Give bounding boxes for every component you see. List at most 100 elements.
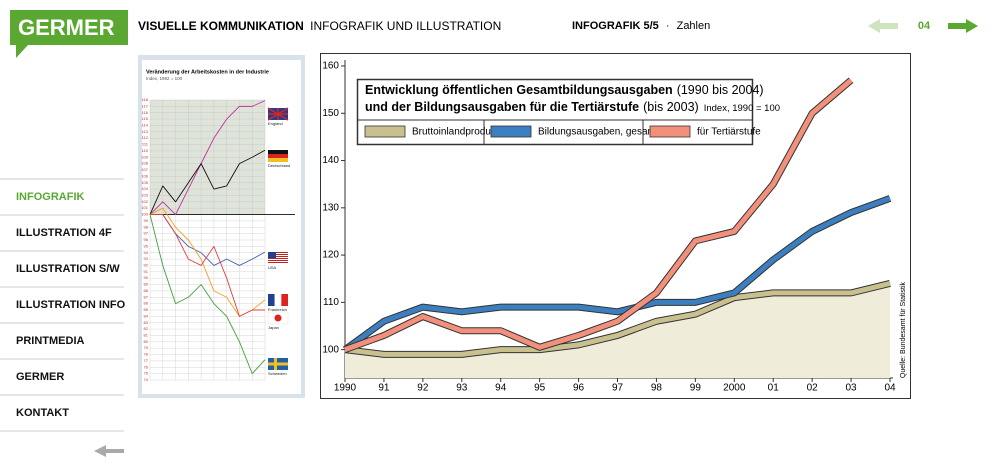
y-tick-label: 110 bbox=[142, 148, 149, 153]
logo[interactable]: GERMER bbox=[18, 15, 115, 40]
y-tick-label: 77 bbox=[144, 358, 149, 363]
y-tick-label: 112 bbox=[142, 135, 149, 140]
page-number: 04 bbox=[918, 20, 931, 32]
x-tick-label: 98 bbox=[651, 383, 663, 394]
y-tick-label: 114 bbox=[142, 123, 149, 128]
y-tick-label: 117 bbox=[142, 103, 149, 108]
x-tick-label: 93 bbox=[456, 383, 468, 394]
page-indicator: INFOGRAFIK 5/5 · Zahlen bbox=[572, 20, 710, 32]
y-tick-label: 118 bbox=[142, 97, 149, 102]
x-tick-label: 1990 bbox=[334, 383, 357, 394]
flag bbox=[268, 262, 288, 263]
x-tick-label: 94 bbox=[495, 383, 507, 394]
y-tick-label: 140 bbox=[322, 155, 339, 166]
y-tick-label: 78 bbox=[144, 352, 149, 357]
source: Quelle: Bundesamt für Statistik bbox=[900, 281, 907, 378]
y-tick-label: 104 bbox=[141, 186, 148, 191]
y-tick-label: 106 bbox=[141, 173, 148, 178]
y-tick-label: 99 bbox=[144, 218, 149, 223]
nav-item[interactable]: INFOGRAFIK bbox=[16, 191, 84, 203]
separator: · bbox=[666, 20, 670, 32]
y-tick-label: 100 bbox=[141, 212, 148, 217]
y-tick-label: 98 bbox=[144, 224, 149, 229]
line bbox=[343, 196, 891, 352]
nav-item[interactable]: ILLUSTRATION INFO bbox=[16, 299, 126, 311]
y-tick-label: 87 bbox=[144, 294, 149, 299]
x-tick-label: 96 bbox=[573, 383, 585, 394]
nav-item[interactable]: KONTAKT bbox=[16, 407, 69, 419]
thumb-legend-label: Schweden bbox=[268, 371, 287, 376]
legend-swatch bbox=[490, 125, 532, 138]
legend-label: Bruttoinlandprodukt bbox=[412, 127, 499, 138]
thumb-title: Veränderung der Arbeitskosten in der Ind… bbox=[146, 69, 269, 75]
legend-swatch bbox=[364, 125, 406, 138]
y-tick-label: 107 bbox=[141, 167, 148, 172]
y-tick-label: 84 bbox=[144, 313, 149, 318]
y-tick-label: 105 bbox=[141, 180, 148, 185]
y-tick-label: 97 bbox=[144, 231, 149, 236]
y-tick-label: 94 bbox=[144, 250, 149, 255]
flag bbox=[268, 258, 288, 259]
y-tick-label: 85 bbox=[144, 307, 149, 312]
y-tick-label: 96 bbox=[144, 237, 149, 242]
thumb-legend-label: Frankreich bbox=[268, 307, 287, 312]
y-tick-label: 79 bbox=[144, 345, 149, 350]
page-topic: Zahlen bbox=[677, 20, 711, 32]
page: INFOGRAFIK 5/5 bbox=[572, 20, 659, 32]
y-tick-label: 160 bbox=[322, 61, 339, 72]
nav-item[interactable]: PRINTMEDIA bbox=[16, 335, 85, 347]
legend-label: für Tertiärstufe bbox=[697, 127, 761, 138]
x-tick-label: 2000 bbox=[723, 383, 746, 394]
thumb-legend-label: USA bbox=[268, 265, 277, 270]
flag bbox=[268, 256, 288, 257]
prev-arrow[interactable] bbox=[868, 19, 898, 33]
y-tick-label: 88 bbox=[144, 288, 149, 293]
nav-item[interactable]: GERMER bbox=[16, 371, 64, 383]
x-tick-label: 95 bbox=[534, 383, 546, 394]
x-tick-label: 01 bbox=[768, 383, 780, 394]
line bbox=[150, 214, 265, 317]
flag bbox=[268, 252, 288, 253]
flag bbox=[268, 252, 276, 258]
flag bbox=[274, 294, 282, 306]
chart-title-line: und der Bildungsausgaben für die Tertiär… bbox=[365, 100, 780, 114]
y-tick-label: 113 bbox=[142, 129, 149, 134]
back-arrow[interactable] bbox=[94, 445, 124, 457]
y-tick-label: 74 bbox=[144, 377, 149, 382]
x-tick-label: 02 bbox=[807, 383, 819, 394]
x-tick-label: 99 bbox=[690, 383, 702, 394]
next-arrow[interactable] bbox=[948, 19, 978, 33]
x-tick-label: 92 bbox=[417, 383, 429, 394]
y-tick-label: 102 bbox=[141, 199, 148, 204]
y-tick-label: 91 bbox=[144, 269, 149, 274]
y-tick-label: 109 bbox=[141, 154, 148, 159]
navigation: INFOGRAFIK ILLUSTRATION 4F ILLUSTRATION S/… bbox=[0, 178, 126, 432]
nav-item[interactable]: ILLUSTRATION S/W bbox=[16, 263, 120, 275]
chart-subtitle: Index, 1990 = 100 bbox=[704, 103, 780, 114]
legend-swatch bbox=[649, 125, 691, 138]
x-tick-label: 91 bbox=[378, 383, 390, 394]
y-tick-label: 89 bbox=[144, 282, 149, 287]
logo-box[interactable] bbox=[10, 10, 128, 58]
section-subtitle: INFOGRAFIK UND ILLUSTRATION bbox=[310, 19, 501, 33]
x-tick-label: 04 bbox=[884, 383, 896, 394]
y-tick-label: 83 bbox=[144, 320, 149, 325]
y-tick-label: 81 bbox=[144, 333, 149, 338]
chart-title: Entwicklung öffentlichen Gesamtbildungsa… bbox=[365, 83, 673, 97]
flag bbox=[268, 362, 288, 366]
flag bbox=[268, 150, 288, 154]
y-tick-label: 76 bbox=[144, 364, 149, 369]
y-tick-label: 150 bbox=[322, 108, 339, 119]
y-tick-label: 115 bbox=[142, 116, 149, 121]
y-tick-label: 130 bbox=[322, 202, 339, 213]
y-tick-label: 92 bbox=[144, 263, 149, 268]
y-tick-label: 82 bbox=[144, 326, 149, 331]
flag bbox=[268, 154, 288, 158]
y-tick-label: 75 bbox=[144, 371, 149, 376]
flag bbox=[281, 294, 289, 306]
nav-item[interactable]: ILLUSTRATION 4F bbox=[16, 227, 112, 239]
thumb-subtitle: Index, 1992 = 100 bbox=[146, 76, 183, 81]
x-tick-label: 97 bbox=[612, 383, 624, 394]
legend-label: Bildungsausgaben, gesamt bbox=[538, 127, 659, 138]
